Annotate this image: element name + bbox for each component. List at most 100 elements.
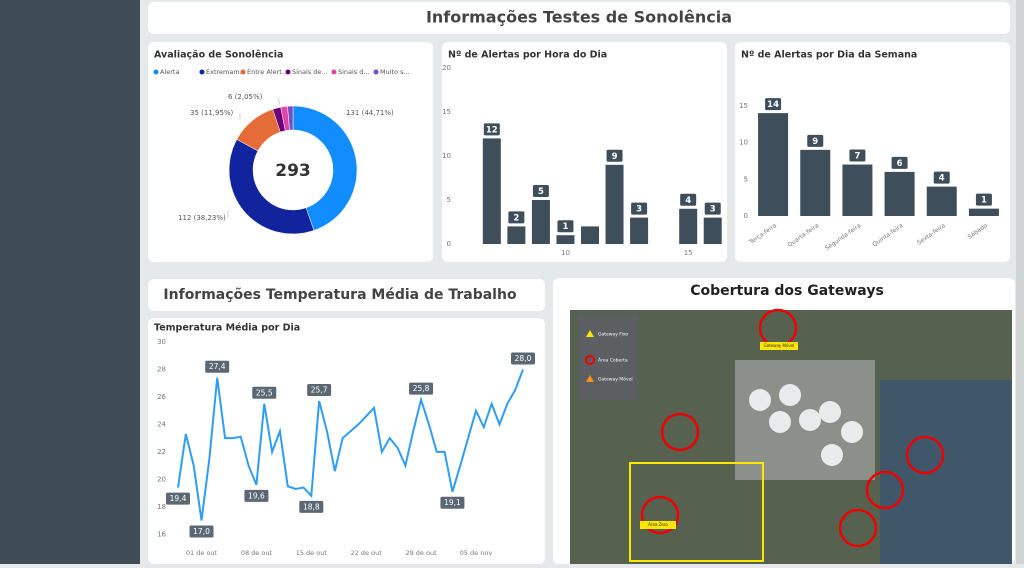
chart-title: Temperatura Média por Dia	[154, 323, 300, 334]
zone-box	[629, 462, 764, 562]
data-label-box	[307, 384, 332, 397]
data-label-box	[299, 500, 324, 513]
data-label-box	[891, 156, 908, 169]
tank	[749, 389, 771, 411]
legend-icon	[586, 375, 594, 382]
data-label: 6 (2,05%)	[228, 93, 263, 101]
bar	[556, 235, 575, 244]
coverage-circle	[838, 508, 878, 548]
y-tick-label: 20	[157, 475, 166, 483]
legend-marker	[373, 69, 379, 75]
data-label-box	[244, 489, 269, 502]
y-tick-label: 10	[739, 139, 748, 147]
map-legend-label: Área Coberta	[598, 357, 628, 364]
coverage-circle	[640, 495, 680, 535]
data-label: 5	[538, 187, 544, 197]
data-label: 19,6	[248, 491, 265, 500]
data-label-box	[205, 360, 230, 373]
bar	[581, 226, 599, 244]
map-legend-label: Gateway Fixo	[598, 332, 628, 338]
data-label-box	[557, 220, 574, 233]
x-tick-label: 05 de nov	[460, 549, 493, 557]
y-tick-label: 24	[157, 420, 166, 428]
x-tick-label: 01 de out	[186, 549, 218, 557]
bar	[605, 164, 624, 244]
y-tick-label: 15	[739, 102, 748, 110]
data-label: 3	[636, 205, 642, 215]
donut-slice	[292, 105, 358, 231]
data-label: 131 (44,71%)	[346, 109, 394, 117]
map-label: Gateway Móvel	[764, 343, 795, 348]
data-label-box	[440, 496, 465, 509]
data-label: 19,1	[444, 498, 461, 507]
data-label-box	[508, 211, 525, 224]
donut-slice	[228, 139, 315, 235]
line	[177, 369, 524, 521]
data-label-box	[704, 202, 721, 215]
data-label-box	[252, 386, 277, 399]
data-label: 28,0	[515, 354, 532, 363]
map-legend-label: Gateway Móvel	[598, 376, 633, 383]
legend-marker	[240, 69, 246, 75]
y-tick-label: 28	[157, 365, 166, 373]
legend-label: Sinais de...	[292, 68, 328, 76]
map-tag	[640, 521, 676, 529]
legend-marker	[153, 69, 159, 75]
y-tick-label: 20	[442, 64, 451, 72]
data-label-box	[975, 193, 992, 206]
tank	[819, 401, 841, 423]
data-label: 3	[710, 205, 716, 215]
data-label: 27,4	[209, 362, 226, 371]
legend-label: Extremam...	[206, 68, 246, 76]
bar	[758, 113, 789, 216]
map-tag	[760, 342, 798, 350]
leader-line	[277, 96, 281, 106]
y-tick-label: 18	[157, 503, 166, 511]
bar	[630, 217, 649, 244]
y-tick-label: 16	[157, 530, 166, 538]
tank	[841, 421, 863, 443]
y-tick-label: 5	[447, 196, 451, 204]
data-label-box	[166, 492, 190, 505]
legend-icon	[585, 355, 595, 365]
data-label: 19,4	[170, 494, 187, 503]
data-label: 14	[767, 100, 779, 110]
data-label: 25,7	[311, 386, 328, 395]
bar	[884, 171, 915, 216]
legend-marker	[199, 69, 205, 75]
legend-label: Alerta	[160, 68, 179, 76]
data-label-box	[849, 149, 866, 162]
data-label: 112 (38,23%)	[178, 214, 226, 222]
data-label-box	[933, 171, 950, 184]
chart-title: Avaliação de Sonolência	[154, 50, 283, 61]
x-tick-label: 15	[684, 249, 693, 257]
chart-title: Nº de Alertas por Hora do Dia	[448, 50, 607, 61]
bar	[531, 200, 550, 244]
coverage-circle	[865, 470, 905, 510]
map-label: Área Zero	[648, 522, 668, 527]
bar	[482, 138, 501, 244]
data-label-box	[765, 98, 782, 111]
data-label-box	[532, 185, 549, 197]
data-label: 4	[685, 196, 691, 206]
data-label-box	[680, 193, 697, 206]
y-tick-label: 10	[442, 152, 451, 160]
legend-marker	[331, 69, 337, 75]
bar	[679, 208, 698, 244]
gateway-map: Gateway Fixo Área Coberta Gateway Móvel …	[570, 308, 1012, 564]
data-label: 7	[854, 152, 860, 162]
bar	[507, 226, 526, 244]
x-tick-label: 29 de out	[405, 549, 437, 557]
data-label-box	[511, 352, 535, 365]
panel	[148, 42, 433, 262]
section-title: Cobertura dos Gateways	[690, 283, 884, 299]
title-panel	[148, 2, 1010, 34]
data-label: 12	[486, 125, 498, 135]
x-tick-label: 15 de out	[296, 549, 328, 557]
bar	[926, 186, 957, 216]
donut-slice	[287, 105, 294, 131]
legend-marker	[285, 69, 291, 75]
data-label: 35 (11,95%)	[190, 109, 234, 117]
right-border	[1016, 0, 1024, 564]
data-label: 25,5	[256, 388, 273, 397]
